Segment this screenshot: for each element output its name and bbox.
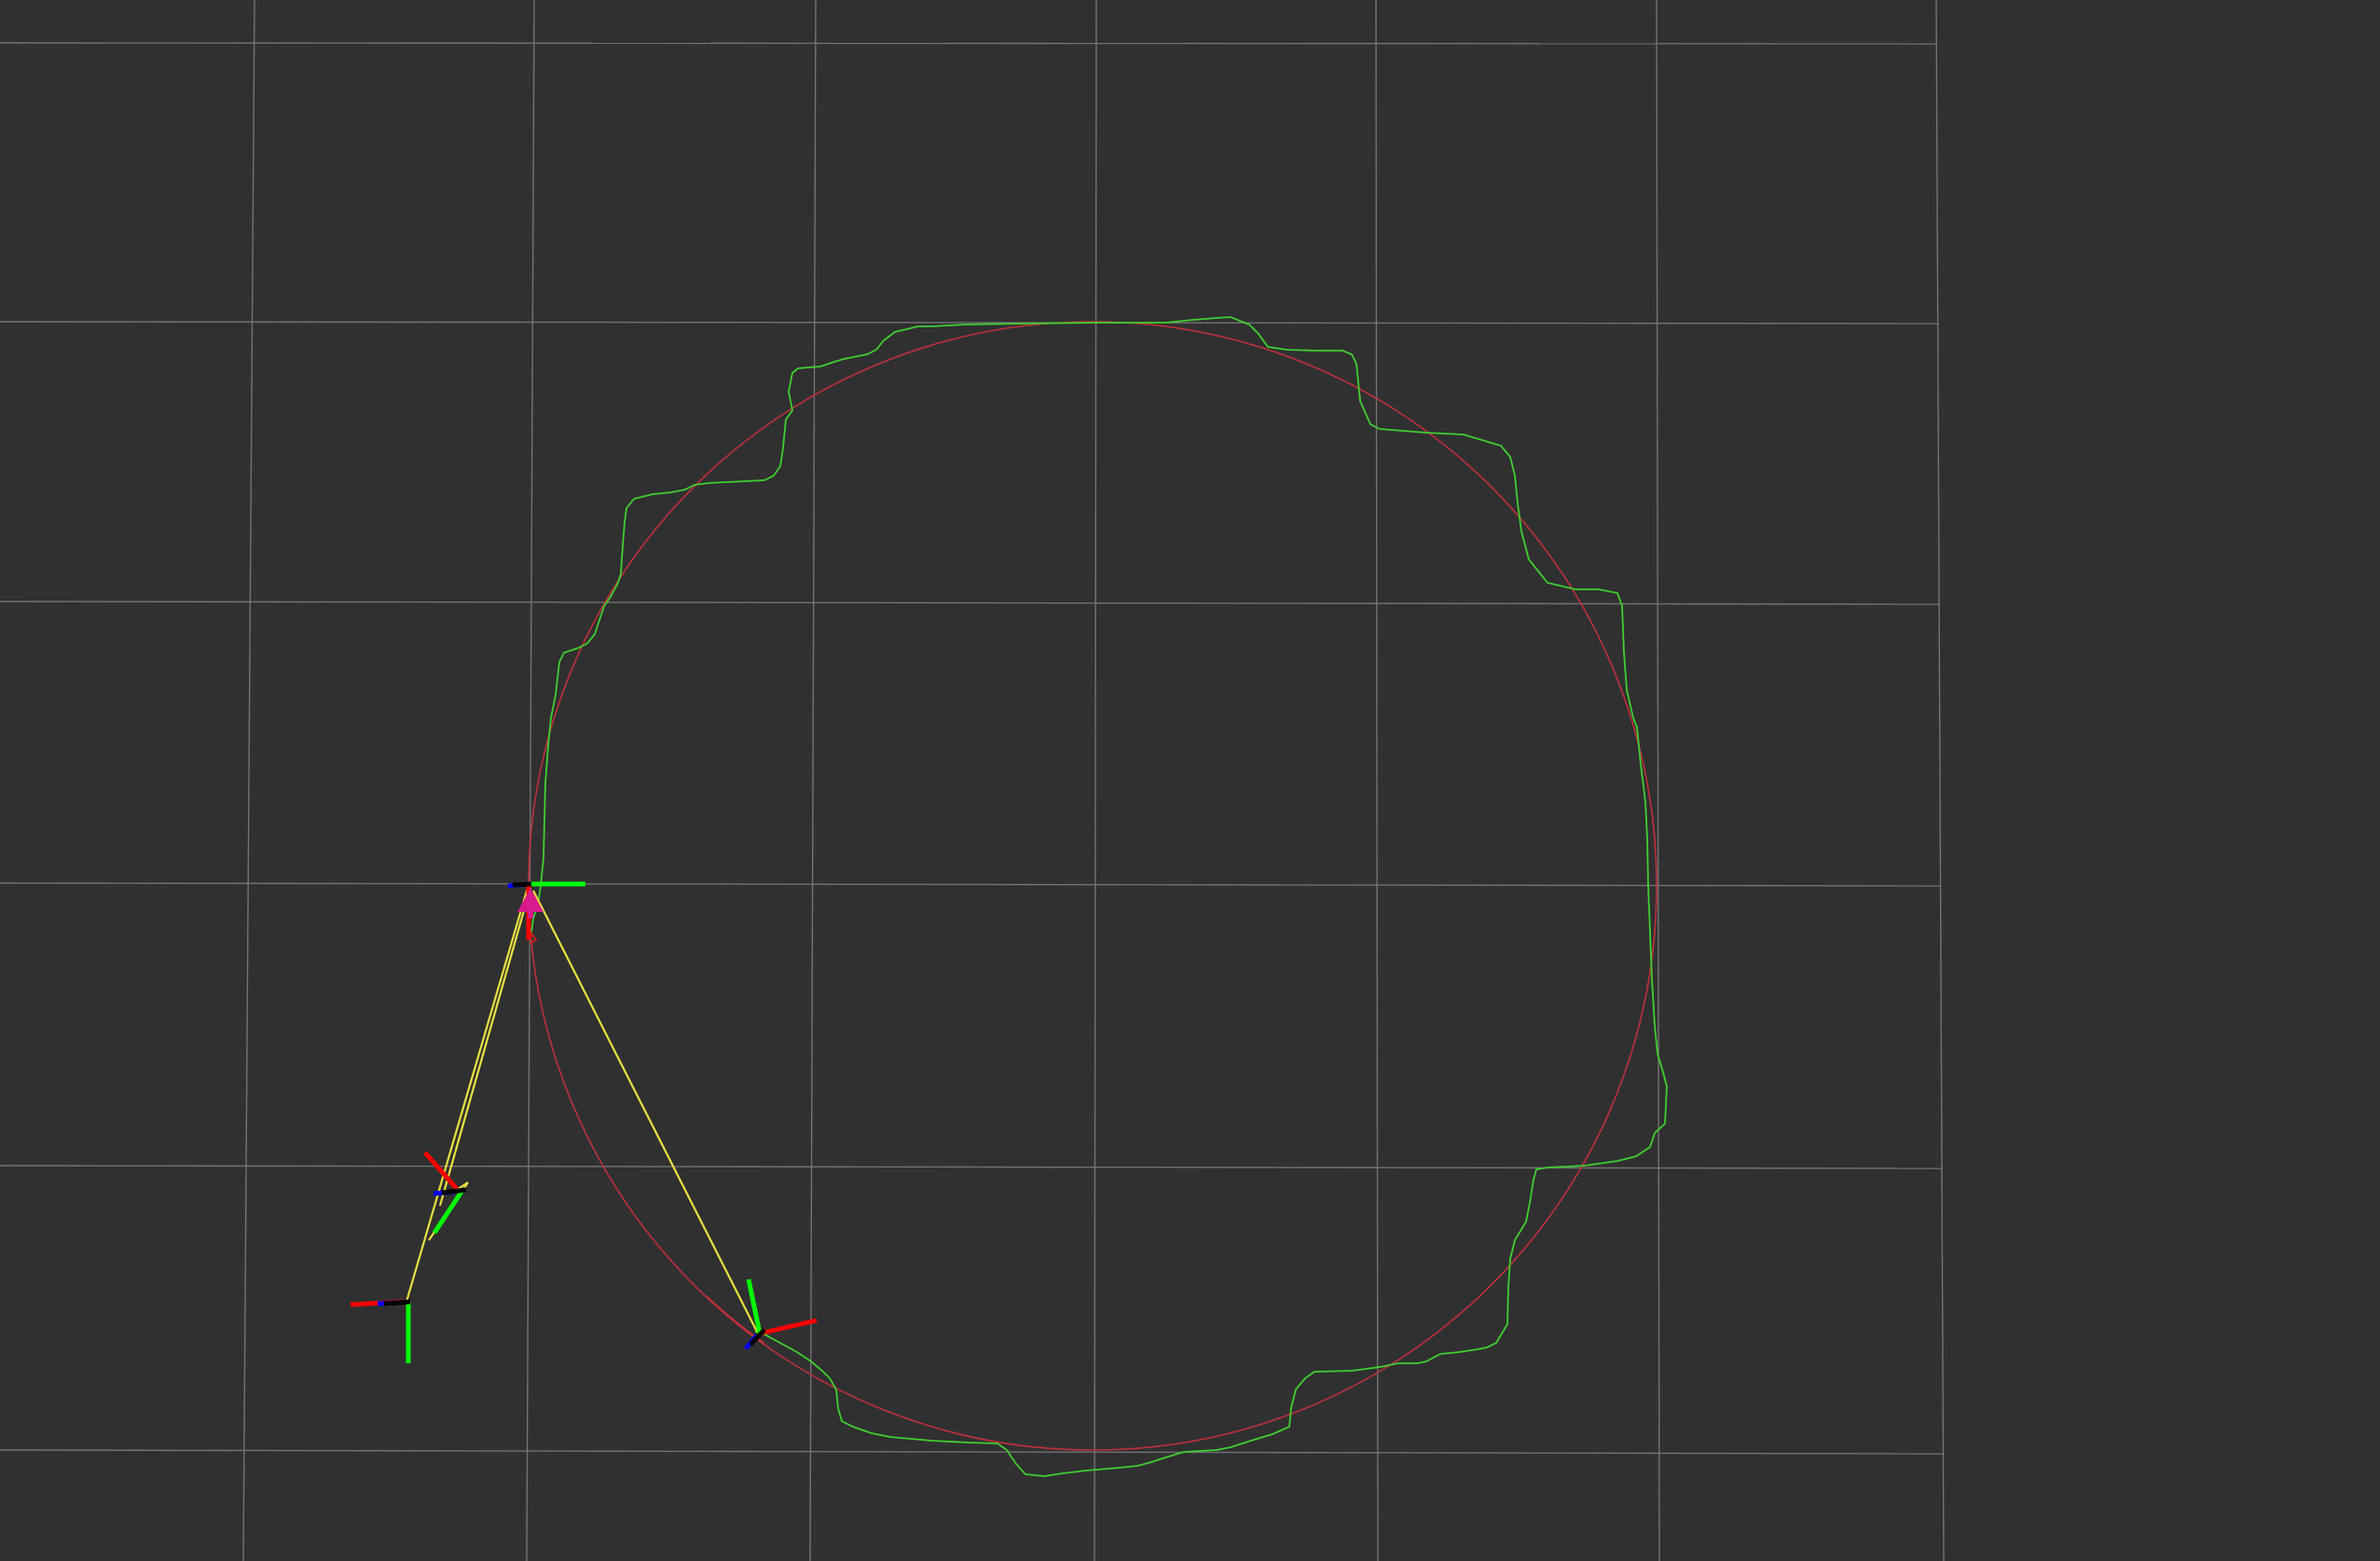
y-axis-icon	[746, 1278, 763, 1334]
pose-links	[405, 887, 758, 1333]
frame-origin-icon	[441, 1187, 467, 1195]
reference-circle	[528, 321, 1658, 1451]
grid-line	[0, 1449, 1946, 1455]
frame-origin-icon	[383, 1299, 411, 1306]
grid-line	[0, 1165, 1944, 1169]
robot-arrow-icon	[517, 888, 543, 912]
x-axis-icon	[759, 1318, 818, 1336]
frame-origin-icon	[749, 1328, 766, 1347]
grid-line	[0, 882, 1942, 887]
robot-trace	[529, 930, 538, 945]
frame-origin-icon	[512, 881, 532, 888]
grid-line	[1935, 0, 1945, 1561]
frame-c[interactable]	[744, 1278, 818, 1350]
grid-line	[0, 42, 1938, 45]
grid-line	[809, 0, 817, 1561]
base-frame[interactable]	[507, 881, 585, 940]
link-line	[532, 890, 758, 1333]
x-axis-icon	[423, 1151, 459, 1191]
frame-a[interactable]	[423, 1151, 467, 1235]
grid-line	[1375, 0, 1379, 1561]
grid-line	[1656, 0, 1660, 1561]
link-line	[438, 887, 532, 1207]
grid-line	[526, 0, 535, 1561]
odometry-path	[530, 316, 1668, 1477]
reference-arc-tail	[706, 1295, 765, 1344]
grid-line	[0, 601, 1941, 605]
frame-b[interactable]	[350, 1299, 411, 1363]
y-axis-icon	[432, 1190, 464, 1235]
grid-line	[242, 0, 255, 1561]
link-line	[405, 887, 530, 1303]
grid-line	[0, 321, 1940, 325]
ground-grid	[0, 0, 1946, 1561]
grid-line	[1094, 0, 1097, 1561]
